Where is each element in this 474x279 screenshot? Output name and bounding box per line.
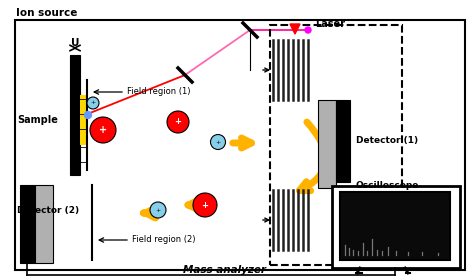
Text: +: +: [201, 201, 209, 210]
Bar: [70, 55, 80, 175]
Circle shape: [87, 97, 99, 109]
Text: Oscilloscope: Oscilloscope: [356, 181, 419, 189]
Text: Detector (2): Detector (2): [17, 206, 79, 215]
Polygon shape: [290, 24, 300, 34]
Text: +: +: [99, 125, 107, 135]
Text: +: +: [174, 117, 182, 126]
Bar: [80, 95, 87, 145]
Circle shape: [84, 112, 91, 119]
Text: Mass analyzer: Mass analyzer: [183, 265, 266, 275]
Text: −: −: [79, 95, 87, 105]
Bar: [35, 185, 53, 263]
Text: Field region (2): Field region (2): [132, 235, 195, 244]
Text: Detector (1): Detector (1): [356, 136, 418, 145]
Circle shape: [90, 117, 116, 143]
Circle shape: [167, 111, 189, 133]
Bar: [270, 25, 402, 265]
Text: Laser: Laser: [315, 19, 345, 29]
Circle shape: [150, 202, 166, 218]
Text: −: −: [79, 143, 87, 153]
Text: U: U: [71, 38, 79, 48]
Bar: [332, 186, 460, 268]
Bar: [15, 20, 465, 270]
Text: +: +: [155, 208, 161, 213]
Text: Ion source: Ion source: [16, 8, 77, 18]
Bar: [340, 192, 450, 260]
Bar: [20, 185, 35, 263]
Circle shape: [305, 27, 311, 33]
Text: −: −: [79, 158, 87, 168]
Bar: [336, 100, 350, 182]
Text: −: −: [79, 125, 87, 135]
Text: +: +: [215, 140, 220, 145]
Bar: [318, 100, 336, 188]
Text: +: +: [91, 100, 96, 105]
Text: Field region (1): Field region (1): [127, 88, 191, 97]
Text: −: −: [79, 110, 87, 120]
Text: Sample: Sample: [17, 115, 58, 125]
Circle shape: [193, 193, 217, 217]
Circle shape: [210, 134, 226, 150]
